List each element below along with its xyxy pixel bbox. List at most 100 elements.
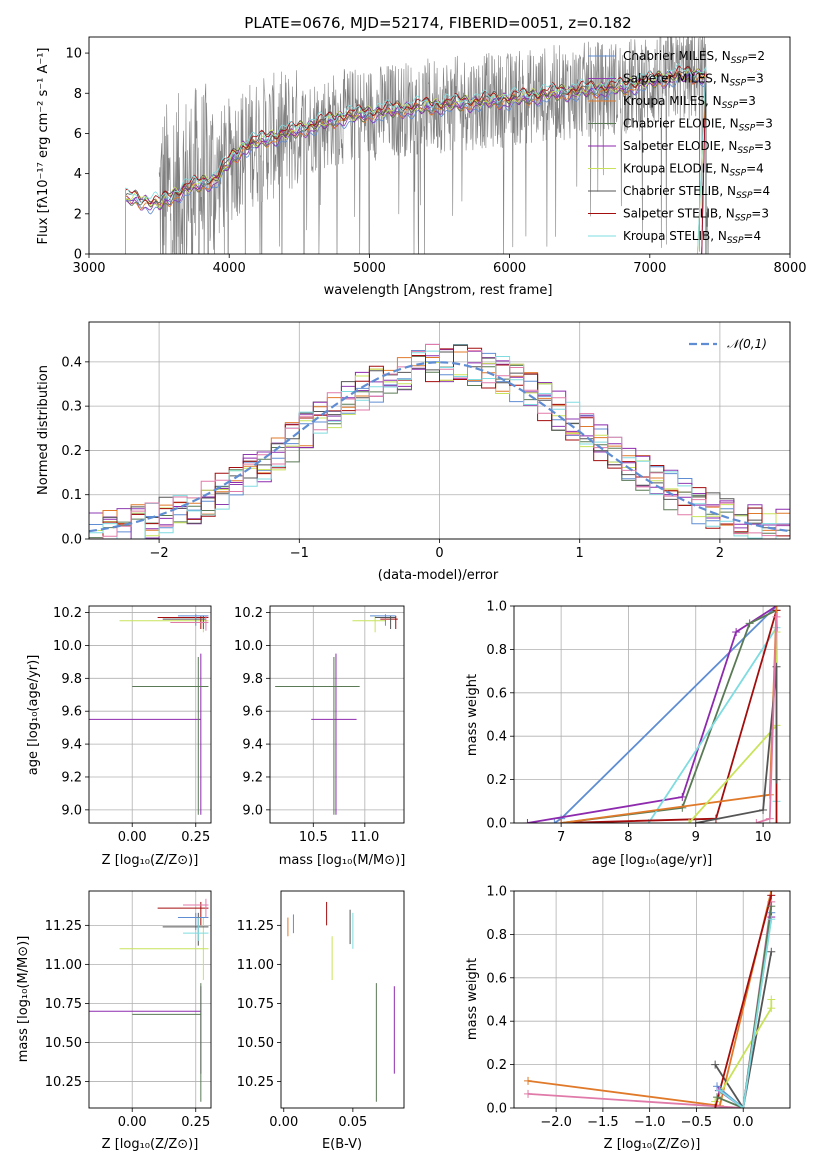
y-tick-label: 11.00 <box>237 958 274 973</box>
mass-weight-line <box>527 606 777 823</box>
x-axis-label: wavelength [Angstrom, rest frame] <box>324 283 553 298</box>
y-tick-label: 8 <box>74 87 82 102</box>
legend-entry: Kroupa ELODIE, NSSP=4 <box>623 162 764 179</box>
massweight-vs-age-panel: 7 8 9 10 0.0 0.2 0.4 0.6 0.8 1.0 age [log₁₀(age/yr… <box>465 600 791 868</box>
y-axis-label: mass [log₁₀(M/M⊙)] <box>16 936 31 1063</box>
y-tick-label: 4 <box>74 167 82 182</box>
y-tick-label: 10 <box>65 47 82 62</box>
spectrum-model-line <box>125 65 707 254</box>
y-tick-label: 0.0 <box>486 1102 507 1117</box>
normal-curve <box>89 361 790 533</box>
y-tick-label: 0.1 <box>61 488 82 503</box>
legend-entry: Salpeter ELODIE, NSSP=3 <box>623 139 772 156</box>
y-tick-label: 9.6 <box>242 705 263 720</box>
y-tick-label: 2 <box>74 207 82 222</box>
y-tick-label: 10.75 <box>45 997 82 1012</box>
x-axis-label: E(B-V) <box>322 1137 362 1152</box>
plot-area <box>275 614 398 815</box>
y-tick-label: 1.0 <box>486 600 507 615</box>
y-tick-label: 6 <box>74 127 82 142</box>
y-tick-label: 9.8 <box>242 672 263 687</box>
axes-frame <box>280 890 405 1109</box>
y-tick-label: 10.50 <box>45 1036 82 1051</box>
y-tick-label: 0 <box>74 248 82 263</box>
plot-area <box>89 898 209 1102</box>
spectrum-model-line <box>125 67 707 254</box>
y-tick-label: 9.2 <box>61 770 82 785</box>
legend-entry: Chabrier MILES, NSSP=2 <box>623 49 765 66</box>
figure-title: PLATE=0676, MJD=52174, FIBERID=0051, z=0… <box>244 14 631 32</box>
legend-entry: Salpeter MILES, NSSP=3 <box>623 72 764 89</box>
y-tick-label: 9.0 <box>242 803 263 818</box>
y-tick-label: 11.25 <box>237 919 274 934</box>
spectrum-legend: Chabrier MILES, NSSP=2 Salpeter MILES, NS… <box>588 49 773 246</box>
axes-frame <box>88 605 212 824</box>
mass-vs-metallicity-panel: 0.00 0.25 10.25 10.50 10.75 11.00 11.25 Z [log₁… <box>16 890 212 1152</box>
y-tick-label: 9.8 <box>61 672 82 687</box>
x-axis-label: (data-model)/error <box>378 568 499 583</box>
legend-entry: 𝒩(0,1) <box>727 337 767 351</box>
x-tick-label: 0.0 <box>733 1115 754 1130</box>
x-tick-label: −1 <box>290 546 309 561</box>
x-tick-label: 0.25 <box>181 1115 210 1130</box>
x-tick-label: 0.25 <box>181 830 210 845</box>
y-tick-label: 10.0 <box>53 639 82 654</box>
age-vs-metallicity-panel: 0.00 0.25 9.0 9.2 9.4 9.6 9.8 10.0 10.2 Z [log₁₀(… <box>26 605 212 868</box>
axes-frame <box>88 890 212 1109</box>
y-tick-label: 10.75 <box>237 997 274 1012</box>
plot-area <box>89 614 209 815</box>
x-axis-label: mass [log₁₀(M/M⊙)] <box>279 853 406 868</box>
x-tick-label: 0.00 <box>118 830 147 845</box>
x-tick-label: 5000 <box>353 261 386 276</box>
mass-weight-line <box>716 906 773 1108</box>
x-tick-label: 8000 <box>773 261 806 276</box>
y-tick-label: 10.25 <box>45 1075 82 1090</box>
x-tick-label: 0.05 <box>338 1115 367 1130</box>
y-tick-label: 10.0 <box>234 639 263 654</box>
x-tick-label: −2.0 <box>540 1115 572 1130</box>
x-tick-label: 0.00 <box>269 1115 298 1130</box>
plot-area <box>524 891 776 1108</box>
y-tick-label: 0.2 <box>61 444 82 459</box>
y-tick-label: 0.2 <box>486 773 507 788</box>
legend-entry: Chabrier ELODIE, NSSP=3 <box>623 117 773 134</box>
x-tick-label: 6000 <box>493 261 526 276</box>
x-axis-label: age [log₁₀(age/yr)] <box>592 853 713 868</box>
x-axis-label: Z [log₁₀(Z/Z⊙)] <box>604 1137 701 1152</box>
axes-frame <box>269 605 405 824</box>
x-tick-label: 7 <box>557 830 565 845</box>
x-tick-label: 1 <box>576 546 584 561</box>
x-tick-label: 10 <box>755 830 772 845</box>
x-axis-label: Z [log₁₀(Z/Z⊙)] <box>102 853 199 868</box>
y-axis-label: mass weight <box>465 674 480 756</box>
legend-entry: Kroupa STELIB, NSSP=4 <box>623 229 761 246</box>
legend-entry: Kroupa MILES, NSSP=3 <box>623 94 756 111</box>
x-tick-label: 0 <box>435 546 443 561</box>
x-tick-label: −2 <box>150 546 169 561</box>
x-tick-label: 2 <box>716 546 724 561</box>
y-tick-label: 0.6 <box>486 686 507 701</box>
y-tick-label: 0.4 <box>486 730 507 745</box>
y-tick-label: 10.2 <box>53 606 82 621</box>
age-vs-mass-panel: 10.5 11.0 9.0 9.2 9.4 9.6 9.8 10.0 10.2 mass [log… <box>234 605 406 868</box>
residual-histogram-panel: −2 −1 0 1 2 0.0 0.1 0.2 0.3 0.4 𝒩(0,1) (data-model)… <box>36 321 791 583</box>
x-tick-label: 10.5 <box>299 830 328 845</box>
mass-weight-line <box>647 624 778 823</box>
histogram-step-line <box>89 344 790 539</box>
y-tick-label: 9.4 <box>242 738 263 753</box>
spectrum-panel: 3000 4000 5000 6000 7000 8000 0 2 4 6 8 10 wavelengt… <box>36 36 807 298</box>
axes-frame <box>513 605 791 824</box>
plot-area <box>523 606 781 823</box>
mass-weight-line <box>714 951 773 1108</box>
y-tick-label: 0.2 <box>486 1058 507 1073</box>
plot-area <box>125 37 709 254</box>
axes-frame <box>513 890 791 1109</box>
plot-area <box>89 343 790 539</box>
x-tick-label: 8 <box>624 830 632 845</box>
y-tick-label: 10.50 <box>237 1036 274 1051</box>
axes-frame <box>88 36 791 255</box>
mass-vs-ebv-panel: 0.00 0.05 10.25 10.50 10.75 11.00 11.25 E(B-V) <box>237 890 405 1152</box>
y-tick-label: 1.0 <box>486 885 507 900</box>
plot-area <box>287 901 395 1102</box>
x-tick-label: −1.5 <box>587 1115 619 1130</box>
